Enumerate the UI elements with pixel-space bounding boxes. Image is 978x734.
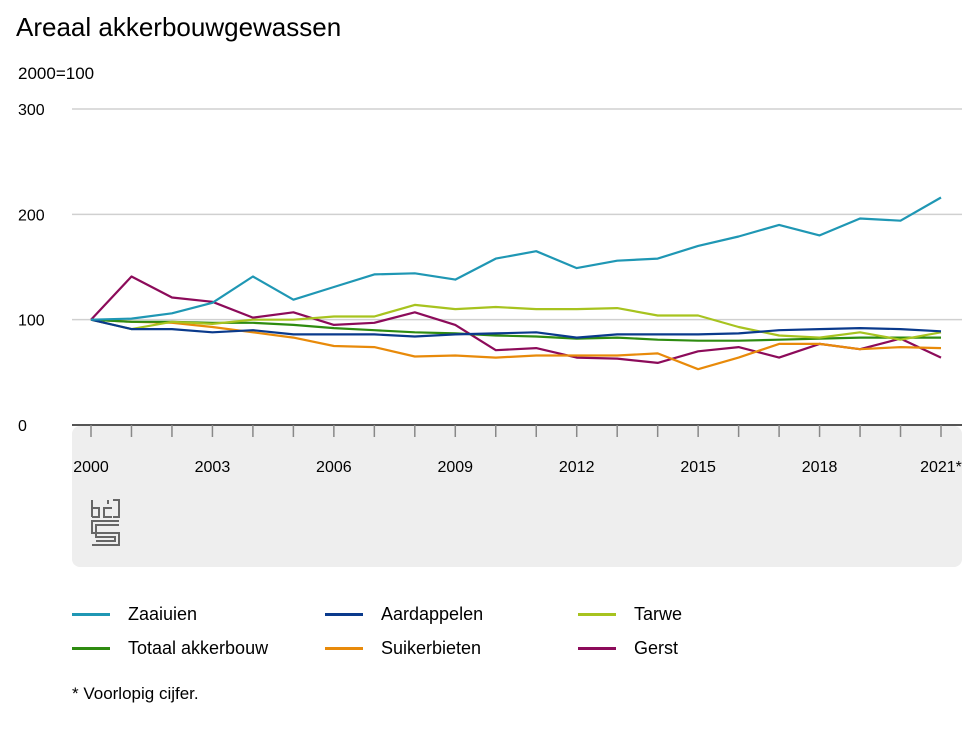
x-tick-label: 2021* <box>920 459 962 476</box>
x-tick-label: 2003 <box>195 459 231 476</box>
y-tick-label: 0 <box>18 418 27 435</box>
legend-label: Gerst <box>634 638 679 658</box>
x-tick-label: 2006 <box>316 459 352 476</box>
y-tick-label: 300 <box>18 102 45 119</box>
y-unit-label: 2000=100 <box>18 64 95 83</box>
legend-swatch <box>72 647 110 650</box>
legend-item: Aardappelen <box>325 604 483 625</box>
gridlines <box>72 108 962 426</box>
x-tick-label: 2018 <box>802 459 838 476</box>
legend-swatch <box>325 647 363 650</box>
legend-item: Tarwe <box>578 604 682 625</box>
series-line-aardappelen <box>90 318 942 339</box>
x-tick-label: 2012 <box>559 459 595 476</box>
legend-item: Zaaiuien <box>72 604 197 625</box>
legend-label: Zaaiuien <box>128 604 198 624</box>
series-line-tarwe <box>90 303 942 341</box>
y-tick-label: 100 <box>18 313 45 330</box>
legend-swatch <box>72 613 110 616</box>
legend-label: Aardappelen <box>381 604 484 624</box>
cbs-logo-icon <box>91 499 120 546</box>
x-tick-labels: 2000 2003 2006 2009 2012 2015 2018 2021* <box>73 425 962 476</box>
y-tick-labels: 0 100 200 300 <box>18 102 45 435</box>
legend-swatch <box>578 647 616 650</box>
x-tick-label: 2009 <box>437 459 473 476</box>
chart-title: Areaal akkerbouwgewassen <box>16 12 342 42</box>
legend-swatch <box>578 613 616 616</box>
series-lines <box>90 196 942 371</box>
legend-swatch <box>325 613 363 616</box>
x-tick-label: 2000 <box>73 459 109 476</box>
legend-item: Totaal akkerbouw <box>72 638 268 659</box>
legend-label: Suikerbieten <box>381 638 482 658</box>
legend-label: Tarwe <box>634 604 683 624</box>
legend-label: Totaal akkerbouw <box>128 638 269 658</box>
legend-item: Gerst <box>578 638 678 659</box>
series-line-zaaiuien <box>90 196 942 321</box>
series-line-suikerbieten <box>90 318 942 371</box>
x-axis-panel <box>72 426 962 567</box>
legend-item: Suikerbieten <box>325 638 481 659</box>
series-line-gerst <box>90 275 942 364</box>
x-tick-label: 2015 <box>680 459 716 476</box>
footnote: * Voorlopig cijfer. <box>72 684 199 703</box>
y-tick-label: 200 <box>18 207 45 224</box>
